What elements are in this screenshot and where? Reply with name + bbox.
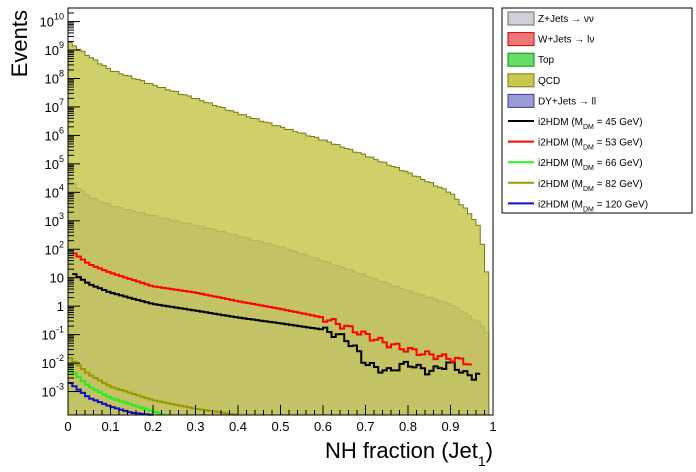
x-tick-label: 0.9 — [441, 419, 459, 434]
x-tick-label: 0.4 — [229, 419, 247, 434]
y-tick-label: 102 — [45, 239, 64, 257]
signal-line-2 — [68, 368, 166, 416]
y-tick-label: 107 — [45, 97, 64, 115]
legend-label: DY+Jets → ll — [538, 96, 596, 107]
legend-label: i2HDM (MDM = 53 GeV) — [538, 138, 643, 152]
signal-line-3 — [68, 357, 238, 416]
y-tick-label: 108 — [45, 68, 64, 86]
legend-swatch — [507, 52, 535, 67]
x-tick-label: 0.7 — [356, 419, 374, 434]
y-tick-label: 10 — [50, 271, 64, 286]
legend-label: i2HDM (MDM = 120 GeV) — [538, 199, 648, 213]
legend-label: Top — [538, 55, 555, 66]
y-tick-label: 1010 — [40, 12, 64, 30]
legend-label: Z+Jets → νν — [538, 14, 594, 25]
legend: Z+Jets → νν W+Jets → lν Top QCD DY+Jets → ll… — [501, 7, 693, 214]
legend-swatch — [507, 93, 535, 108]
y-tick-label: 104 — [45, 182, 64, 200]
axes: 0 0.1 0.2 0.3 0.4 0.5 0.6 0.7 0.8 0.9 1 10-3 10-2 10-… — [7, 7, 497, 469]
legend-swatch — [507, 73, 535, 88]
legend-label: i2HDM (MDM = 82 GeV) — [538, 179, 643, 193]
x-axis-title: NH fraction (Jet1) — [325, 438, 493, 469]
y-tick-label: 105 — [45, 154, 64, 172]
y-tick-label: 10-3 — [42, 382, 64, 400]
legend-label: QCD — [538, 76, 560, 87]
y-tick-label: 1 — [57, 299, 64, 314]
plot-area — [67, 41, 490, 416]
x-tick-label: 0.1 — [101, 419, 119, 434]
x-tick-label: 0.2 — [144, 419, 162, 434]
x-tick-label: 0.3 — [186, 419, 204, 434]
legend-swatch — [507, 32, 535, 47]
y-tick-label: 10-1 — [42, 325, 64, 343]
y-tick-label: 103 — [45, 211, 64, 229]
signal-line-1 — [72, 252, 472, 366]
x-tick-label: 0.5 — [271, 419, 289, 434]
x-tick-label: 1 — [489, 419, 496, 434]
y-tick-label: 106 — [45, 125, 64, 143]
y-tick-label: 109 — [45, 40, 64, 58]
y-axis-title: Events — [7, 10, 32, 77]
x-tick-label: 0.6 — [314, 419, 332, 434]
signal-line-0 — [72, 273, 481, 381]
legend-label: i2HDM (MDM = 45 GeV) — [538, 117, 643, 131]
legend-label: i2HDM (MDM = 66 GeV) — [538, 158, 643, 172]
x-tick-label: 0 — [64, 419, 71, 434]
stack-area-qcd — [67, 41, 490, 416]
legend-swatch — [507, 11, 535, 26]
legend-label: W+Jets → lν — [538, 35, 594, 46]
y-tick-label: 10-2 — [42, 353, 64, 371]
x-tick-label: 0.8 — [399, 419, 417, 434]
